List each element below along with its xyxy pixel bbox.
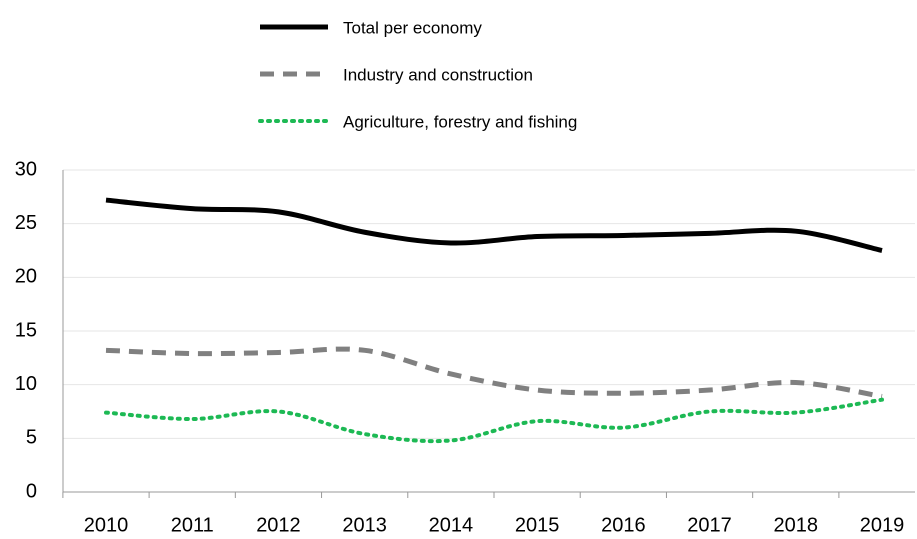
x-tick-label: 2012 bbox=[256, 514, 301, 536]
y-tick-label: 15 bbox=[15, 319, 37, 341]
y-tick-label: 0 bbox=[26, 480, 37, 502]
y-tick-label: 10 bbox=[15, 373, 37, 395]
x-tick-label: 2017 bbox=[687, 514, 732, 536]
series-line bbox=[105, 346, 883, 399]
x-tick-label: 2018 bbox=[774, 514, 819, 536]
y-tick-label: 5 bbox=[26, 427, 37, 449]
legend-label: Total per economy bbox=[343, 18, 482, 37]
x-tick-label: 2015 bbox=[515, 514, 560, 536]
y-tick-label: 30 bbox=[15, 158, 37, 180]
legend-label: Industry and construction bbox=[343, 65, 533, 84]
x-tick-label: 2010 bbox=[84, 514, 129, 536]
y-tick-label: 20 bbox=[15, 266, 37, 288]
x-tick-label: 2019 bbox=[860, 514, 905, 536]
x-tick-label: 2016 bbox=[601, 514, 646, 536]
series-line bbox=[105, 197, 883, 253]
x-tick-label: 2011 bbox=[171, 514, 214, 536]
x-tick-label: 2013 bbox=[342, 514, 387, 536]
x-tick-label: 2014 bbox=[429, 514, 474, 536]
y-tick-label: 25 bbox=[15, 212, 37, 234]
legend-label: Agriculture, forestry and fishing bbox=[343, 112, 577, 131]
series-line bbox=[104, 397, 884, 444]
